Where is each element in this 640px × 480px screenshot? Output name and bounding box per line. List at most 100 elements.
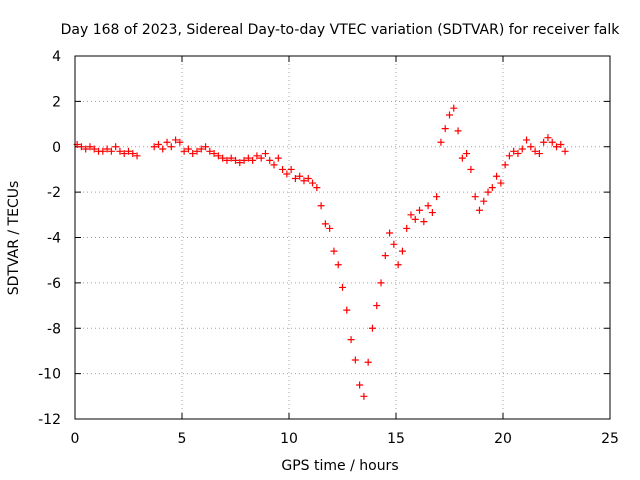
data-point <box>176 138 184 146</box>
data-point <box>326 224 334 232</box>
data-point <box>279 165 287 173</box>
data-point <box>330 247 338 255</box>
data-point <box>416 206 424 214</box>
data-point <box>90 145 98 153</box>
y-tick-label: 2 <box>52 94 61 110</box>
data-point <box>274 154 282 162</box>
x-tick-label: 5 <box>178 431 187 447</box>
data-point <box>497 179 505 187</box>
data-point <box>493 172 501 180</box>
y-tick-label: -10 <box>38 367 61 383</box>
data-point <box>484 188 492 196</box>
data-point <box>313 184 321 192</box>
data-point <box>398 247 406 255</box>
data-point <box>184 145 192 153</box>
data-point <box>257 154 265 162</box>
data-point <box>150 143 158 151</box>
data-point <box>523 136 531 144</box>
x-tick-label: 10 <box>280 431 298 447</box>
y-tick-labels: 4 2 0 -2 -4 -6 -8 -10 -12 <box>38 49 61 428</box>
data-point <box>441 125 449 133</box>
data-point <box>227 154 235 162</box>
data-point <box>107 147 115 155</box>
data-point <box>428 209 436 217</box>
y-tick-label: 0 <box>52 140 61 156</box>
data-point <box>463 150 471 158</box>
data-point <box>189 150 197 158</box>
y-tick-label: -8 <box>47 321 61 337</box>
data-point <box>249 156 257 164</box>
data-point <box>377 279 385 287</box>
data-point <box>82 145 90 153</box>
data-point <box>360 392 368 400</box>
data-point <box>544 134 552 142</box>
data-point <box>407 211 415 219</box>
data-point <box>283 170 291 178</box>
data-point <box>424 202 432 210</box>
data-point <box>475 206 483 214</box>
y-tick-label: -6 <box>47 276 61 292</box>
y-tick-label: 4 <box>52 49 61 65</box>
y-tick-label: -4 <box>47 231 61 247</box>
data-point <box>154 140 162 148</box>
x-tick-label: 25 <box>601 431 619 447</box>
x-axis-label: GPS time / hours <box>281 458 398 474</box>
x-tick-label: 20 <box>494 431 512 447</box>
data-point <box>116 147 124 155</box>
data-point <box>300 177 308 185</box>
data-point <box>347 336 355 344</box>
data-point <box>304 175 312 183</box>
data-point <box>446 111 453 119</box>
data-point <box>77 143 85 151</box>
data-point <box>223 156 231 164</box>
data-point <box>99 147 107 155</box>
y-axis-label: SDTVAR / TECUs <box>6 181 22 296</box>
data-point <box>253 152 261 160</box>
data-point <box>561 147 569 155</box>
data-point <box>172 136 180 144</box>
data-point <box>214 152 222 160</box>
data-point <box>501 161 509 169</box>
data-point <box>467 165 475 173</box>
data-point <box>381 252 389 260</box>
x-tick-labels: 0 5 10 15 20 25 <box>71 431 619 447</box>
y-tick-label: -12 <box>38 412 61 428</box>
data-point <box>163 138 171 146</box>
data-point <box>373 302 381 310</box>
data-point <box>120 150 128 158</box>
data-point <box>411 215 419 223</box>
data-point <box>514 150 522 158</box>
data-point <box>291 175 299 183</box>
data-point <box>180 147 188 155</box>
data-point <box>394 261 402 269</box>
data-point <box>240 156 248 164</box>
data-point <box>518 145 526 153</box>
data-point <box>368 324 376 332</box>
data-point <box>540 138 548 146</box>
data-point <box>133 152 141 160</box>
data-point <box>450 104 458 112</box>
data-point <box>210 150 218 158</box>
data-point <box>420 218 428 226</box>
data-point <box>548 138 556 146</box>
data-point <box>159 145 167 153</box>
data-point <box>535 150 543 158</box>
data-point <box>403 224 411 232</box>
data-point <box>232 156 239 164</box>
data-point <box>437 138 445 146</box>
data-point <box>488 184 496 192</box>
data-point <box>364 358 372 366</box>
data-point <box>557 140 565 148</box>
data-point <box>510 147 518 155</box>
data-point <box>266 156 274 164</box>
data-point <box>480 197 488 205</box>
data-point <box>103 145 111 153</box>
data-point <box>343 306 351 314</box>
data-point <box>202 143 210 151</box>
data-point <box>193 147 201 155</box>
data-point <box>197 145 205 153</box>
data-point <box>321 220 329 228</box>
chart-title: Day 168 of 2023, Sidereal Day-to-day VTE… <box>61 22 621 38</box>
